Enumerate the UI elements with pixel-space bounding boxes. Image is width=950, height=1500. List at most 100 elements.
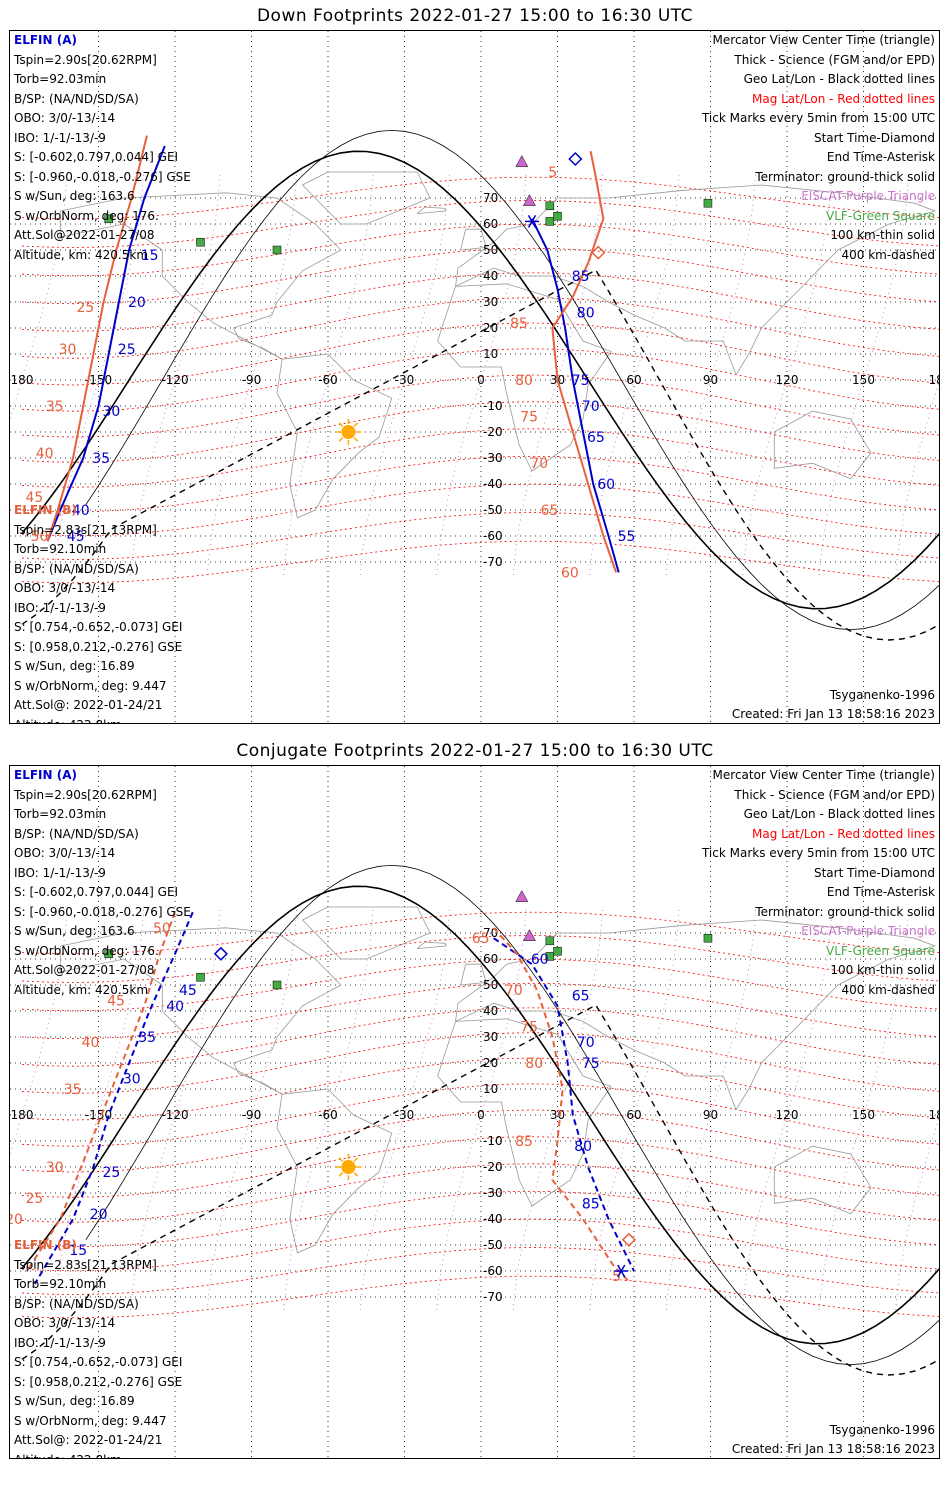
elfin-a-tick-label: 15: [141, 248, 159, 264]
lat-tick-label: -50: [483, 503, 503, 517]
elfin-a-line: OBO: 3/0/-13/-14: [14, 111, 116, 125]
elfin-a-line: Tspin=2.90s[20.62RPM]: [14, 787, 157, 802]
coastline: [301, 171, 431, 225]
elfin-b-line: Tspin=2.83s[21.13RPM]: [14, 522, 157, 537]
legend-item: Mercator View Center Time (triangle): [712, 33, 935, 47]
elfin-a-label: ELFIN (A): [14, 33, 77, 47]
vlf-square: [545, 936, 555, 946]
mag-lat-line: [21, 982, 939, 1040]
elfin-b-track: [26, 911, 176, 1272]
vlf-square: [545, 952, 555, 961]
lon-tick-label: 0: [477, 1108, 485, 1122]
elfin-a-line: S: [-0.602,0.797,0.044] GEI: [14, 150, 179, 164]
legend-item: Thick - Science (FGM and/or EPD): [734, 52, 935, 67]
lat-tick-label: -60: [483, 529, 503, 543]
elfin-b-label: ELFIN (B): [14, 1238, 77, 1252]
coastline: [460, 228, 487, 251]
elfin-a-tick-label: 65: [572, 988, 590, 1004]
elfin-b-tick-label: 80: [525, 1056, 543, 1072]
lon-tick-label: -60: [318, 1108, 338, 1122]
coastline: [59, 192, 342, 360]
legend-item: Start Time-Diamond: [813, 865, 935, 880]
elfin-a-line: S: [-0.960,-0.018,-0.276] GSE: [14, 169, 191, 184]
legend-item: Mag Lat/Lon - Red dotted lines: [751, 826, 935, 841]
elfin-a-line: OBO: 3/0/-13/-14: [14, 846, 116, 860]
elfin-b-tick-label: 40: [82, 1035, 100, 1051]
lon-tick-label: 120: [776, 1108, 799, 1122]
lat-tick-label: 70: [483, 191, 498, 205]
map-plot-conjugate: 180 -150 -120 -90 -60 -30 0 30 60 90 120 150 180 70 60…: [10, 766, 939, 1458]
eiscat-triangle: [523, 194, 536, 206]
elfin-b-tick-label: 50: [31, 529, 49, 545]
elfin-a-tick-label: 65: [587, 430, 605, 446]
coastline: [773, 1145, 872, 1215]
elfin-b-lines: Tspin=2.83s[21.13RPM] Torb=92.10min B/SP: …: [14, 1256, 183, 1459]
elfin-a-line: B/SP: (NA/ND/SD/SA): [14, 826, 139, 841]
elfin-b-line: Altitude: 422.8km: [14, 716, 182, 724]
coastline: [455, 184, 937, 376]
elfin-a-line: Altitude, km: 420.5km: [14, 982, 149, 997]
map-panel-conjugate: 180 -150 -120 -90 -60 -30 0 30 60 90 120 150 180 70 60…: [9, 765, 940, 1459]
elfin-b-tick-label: 25: [26, 1191, 44, 1207]
legend-item: Start Time-Diamond: [813, 130, 935, 145]
elfin-a-tick-label: 45: [67, 529, 85, 545]
elfin-b-tick-label: 85: [515, 1134, 533, 1150]
elfin-a-tick-label: 75: [572, 373, 590, 389]
lon-tick-label: 60: [626, 373, 641, 387]
mag-lat-line: [21, 958, 939, 1012]
elfin-a-track: [493, 937, 635, 1272]
lat-tick-label: 10: [483, 347, 498, 361]
legend-item: EISCAT-Purple Triangle: [801, 189, 935, 203]
coastline: [437, 1018, 612, 1207]
lat-tick-label: -30: [483, 1186, 503, 1200]
map-plot-down: 180 -150 -120 -90 -60 -30 0 30 60 90 120 150 180 70 60…: [10, 31, 939, 723]
elfin-b-tick-label: 65: [472, 931, 490, 947]
lat-tick-label: 50: [483, 978, 498, 992]
coastline: [773, 410, 872, 480]
elfin-b-tick-label: 35: [46, 399, 64, 415]
elfin-a-tick-label: 45: [179, 983, 197, 999]
lat-tick-label: 40: [483, 1004, 498, 1018]
lat-tick-label: -30: [483, 451, 503, 465]
elfin-b-line: IBO: 1/-1/-13/-9: [14, 600, 106, 615]
vlf-square: [703, 933, 713, 943]
vlf-square: [196, 972, 205, 982]
panel-title-conjugate: Conjugate Footprints 2022-01-27 15:00 to…: [236, 741, 714, 761]
elfin-b-tick-label: 50: [153, 921, 171, 937]
elfin-a-line: Torb=92.03min: [14, 72, 107, 86]
sun-ray: [353, 1157, 359, 1162]
vlf-square: [703, 198, 713, 208]
coastlines: [59, 171, 937, 519]
elfin-b-info: ELFIN (B) Tspin=2.83s[21.13RPM] Torb=92.1…: [14, 1236, 183, 1459]
lat-tick-label: -50: [483, 1238, 503, 1252]
coastline: [455, 919, 937, 1111]
coastlines: [59, 906, 937, 1254]
elfin-a-line: S w/OrbNorm, deg: 176.: [14, 943, 159, 958]
elfin-b-line: S: [0.754,-0.652,-0.073] GEI: [14, 620, 183, 634]
terminator-100km: [85, 129, 939, 631]
lat-tick-label: 40: [483, 269, 498, 283]
elfin-b-line: S w/OrbNorm, deg: 9.447: [14, 1413, 167, 1428]
mag-lat-line: [21, 911, 939, 955]
legend-item: 400 km-dashed: [841, 247, 935, 262]
elfin-a-tick-label: 25: [103, 1165, 121, 1181]
elfin-b-tick-label: 75: [520, 1020, 538, 1036]
elfin-b-line: S: [0.958,0.212,-0.276] GSE: [14, 1374, 183, 1389]
vlf-square: [553, 946, 562, 956]
sun-ray: [353, 1172, 359, 1177]
elfin-a-tick-label: 40: [72, 503, 90, 519]
terminator-100km: [85, 864, 939, 1366]
legend-item: VLF-Green Square: [826, 208, 935, 223]
mag-lat-line: [21, 483, 939, 537]
legend-item: 400 km-dashed: [841, 982, 935, 997]
vlf-square: [272, 980, 282, 990]
lon-tick-label: -120: [161, 1108, 188, 1122]
terminator-ground: [21, 150, 939, 610]
legend-item: EISCAT-Purple Triangle: [801, 924, 935, 938]
elfin-b-line: Tspin=2.83s[21.13RPM]: [14, 1257, 157, 1272]
elfin-b-track: [551, 151, 618, 573]
lon-tick-label: 150: [852, 373, 875, 387]
lon-tick-label: 30: [550, 1108, 565, 1122]
geo-grid: [10, 31, 939, 723]
elfin-a-tick-label: 70: [577, 1035, 595, 1051]
